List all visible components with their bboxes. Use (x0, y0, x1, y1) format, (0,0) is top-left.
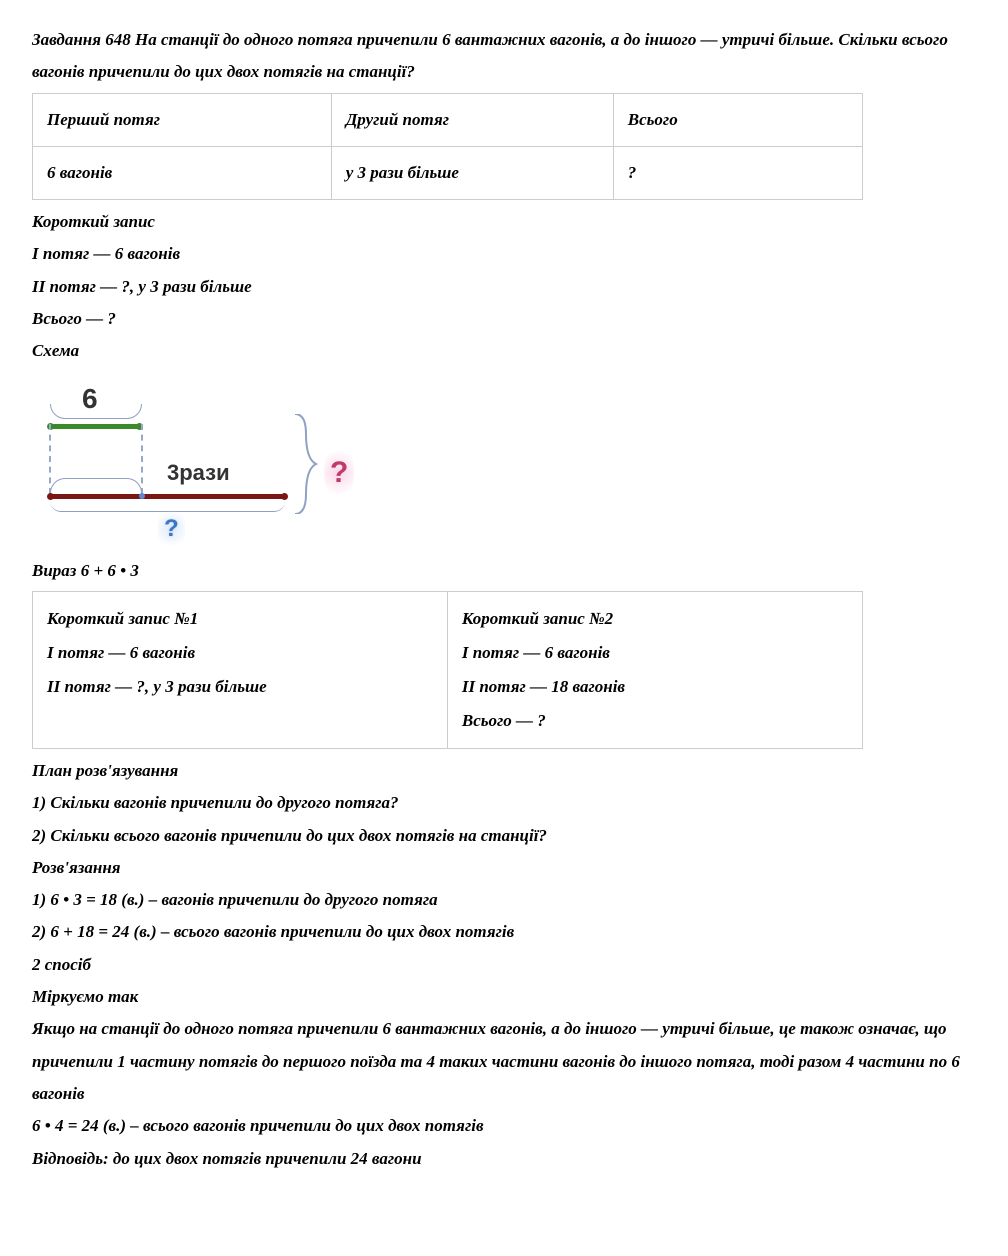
table-row: Короткий запис №1 І потяг — 6 вагонів ІІ… (33, 591, 863, 748)
td-first-train: 6 вагонів (33, 146, 332, 199)
diagram-top-brace (50, 404, 142, 419)
td-total: ? (613, 146, 862, 199)
plan-line: 1) Скільки вагонів причепили до другого … (32, 787, 976, 819)
sr2-line: ІІ потяг — 18 вагонів (462, 670, 848, 704)
answer-text: до цих двох потягів причепили 24 вагони (109, 1149, 422, 1168)
data-table-2: Короткий запис №1 І потяг — 6 вагонів ІІ… (32, 591, 863, 749)
diagram-qmark-right: ? (324, 444, 354, 501)
th-second-train: Другий потяг (331, 93, 613, 146)
short-record-2: Короткий запис №2 І потяг — 6 вагонів ІІ… (447, 591, 862, 748)
expression-value: 6 + 6 • 3 (81, 561, 139, 580)
table-row: 6 вагонів у 3 рази більше ? (33, 146, 863, 199)
solution-line: 2) 6 + 18 = 24 (в.) – всього вагонів при… (32, 916, 976, 948)
plan-line: 2) Скільки всього вагонів причепили до ц… (32, 820, 976, 852)
diagram-right-brace-icon (290, 414, 320, 514)
sr1-line: І потяг — 6 вагонів (47, 636, 433, 670)
solution-line: 1) 6 • 3 = 18 (в.) – вагонів причепили д… (32, 884, 976, 916)
td-second-train: у 3 рази більше (331, 146, 613, 199)
short-record-line: Всього — ? (32, 303, 976, 335)
short-record-line: ІІ потяг — ?, у 3 рази більше (32, 271, 976, 303)
answer-line: Відповідь: до цих двох потягів причепили… (32, 1143, 976, 1175)
scheme-label: Схема (32, 335, 976, 367)
plan-label: План розв'язування (32, 755, 976, 787)
short-record-line: І потяг — 6 вагонів (32, 238, 976, 270)
method2-label: 2 спосіб (32, 949, 976, 981)
sr2-line: Всього — ? (462, 704, 848, 738)
diagram-dash-right (141, 424, 143, 494)
diagram-dash-left (49, 424, 51, 494)
diagram-label-times: 3рази (167, 452, 230, 494)
scheme-diagram: 6 3рази ? ? (32, 374, 352, 549)
solution-label: Розв'язання (32, 852, 976, 884)
th-total: Всього (613, 93, 862, 146)
th-first-train: Перший потяг (33, 93, 332, 146)
sr2-title: Короткий запис №2 (462, 602, 848, 636)
expression-line: Вираз 6 + 6 • 3 (32, 555, 976, 587)
diagram-qmark-bottom: ? (158, 506, 185, 552)
answer-label: Відповідь: (32, 1149, 109, 1168)
sr2-line: І потяг — 6 вагонів (462, 636, 848, 670)
task-text: На станції до одного потяга причепили 6 … (32, 30, 948, 81)
diagram-green-bar (50, 424, 140, 429)
diagram-mid-mark (139, 493, 145, 499)
task-title: Завдання 648 (32, 30, 131, 49)
think-text: Якщо на станції до одного потяга причепи… (32, 1013, 976, 1110)
think-label: Міркуємо так (32, 981, 976, 1013)
short-record-1: Короткий запис №1 І потяг — 6 вагонів ІІ… (33, 591, 448, 748)
diagram-arc-up (50, 478, 142, 493)
sr1-line: ІІ потяг — ?, у 3 рази більше (47, 670, 433, 704)
task-statement: Завдання 648 На станції до одного потяга… (32, 24, 976, 89)
diagram-red-bar (50, 494, 285, 499)
calc2-line: 6 • 4 = 24 (в.) – всього вагонів причепи… (32, 1110, 976, 1142)
sr1-title: Короткий запис №1 (47, 602, 433, 636)
table-row: Перший потяг Другий потяг Всього (33, 93, 863, 146)
expression-label: Вираз (32, 561, 76, 580)
short-record-label: Короткий запис (32, 206, 976, 238)
data-table-1: Перший потяг Другий потяг Всього 6 вагон… (32, 93, 863, 201)
